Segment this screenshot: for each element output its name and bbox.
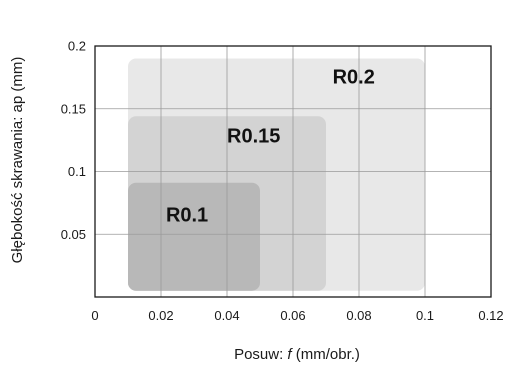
x-tick-label: 0 (91, 308, 98, 323)
regions (128, 58, 425, 291)
plot-area: R0.2 R0.15 R0.1 (94, 45, 492, 298)
gridlines (95, 46, 491, 297)
y-axis-label: Głębokość skrawania: ap (mm) (9, 57, 26, 264)
x-tick-label: 0.1 (416, 308, 434, 323)
y-tick-label: 0.1 (68, 164, 86, 179)
region-label-r0-15: R0.15 (227, 126, 280, 148)
region-label-r0-2: R0.2 (333, 67, 375, 89)
x-tick-labels: 0 0.02 0.04 0.06 0.08 0.1 0.12 (91, 308, 503, 323)
region-labels: R0.2 R0.15 R0.1 (166, 67, 375, 227)
x-tick-label: 0.08 (346, 308, 371, 323)
x-tick-label: 0.02 (148, 308, 173, 323)
y-tick-label: 0.05 (61, 227, 86, 242)
x-axis-label-unit: (mm/obr.) (292, 346, 360, 363)
region-r0-1 (128, 182, 260, 291)
y-tick-labels: 0.05 0.1 0.15 0.2 (61, 39, 86, 242)
plot-frame (94, 45, 492, 298)
y-tick-label: 0.15 (61, 101, 86, 116)
region-label-r0-1: R0.1 (166, 205, 208, 227)
x-axis-label: Posuw: f (mm/obr.) (234, 346, 360, 363)
x-tick-label: 0.06 (280, 308, 305, 323)
x-tick-label: 0.12 (478, 308, 503, 323)
x-tick-label: 0.04 (214, 308, 239, 323)
x-axis-label-variable: f (287, 346, 293, 363)
x-axis-label-prefix: Posuw: (234, 346, 287, 363)
y-tick-label: 0.2 (68, 39, 86, 54)
